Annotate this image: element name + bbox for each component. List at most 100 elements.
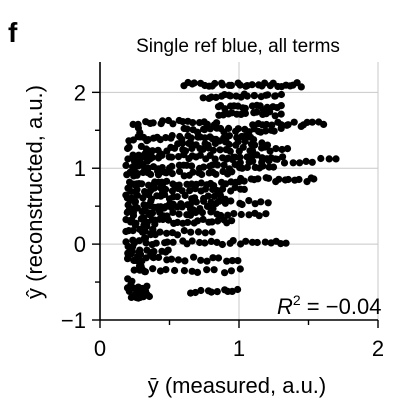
data-point (271, 128, 278, 135)
data-point (151, 178, 158, 185)
data-point (270, 164, 277, 171)
data-point (275, 176, 282, 183)
data-point (160, 212, 167, 219)
data-point (245, 197, 252, 204)
data-point (138, 257, 145, 264)
data-point (165, 247, 172, 254)
data-point (162, 266, 169, 273)
data-point (284, 145, 291, 152)
data-point (149, 154, 156, 161)
data-point (216, 198, 223, 205)
data-point (129, 237, 136, 244)
data-point (209, 228, 216, 235)
data-point (227, 197, 234, 204)
data-point (156, 229, 163, 236)
data-point (212, 171, 219, 178)
data-point (129, 243, 136, 250)
data-point (298, 83, 305, 90)
data-point (278, 111, 285, 118)
data-point (317, 155, 324, 162)
data-point (145, 191, 152, 198)
y-tick-label: 1 (74, 156, 86, 181)
data-point (202, 186, 209, 193)
data-point (242, 110, 249, 117)
data-point (239, 201, 246, 208)
data-point (278, 91, 285, 98)
data-point (332, 155, 339, 162)
data-point (242, 238, 249, 245)
data-point (272, 92, 279, 99)
data-point (274, 156, 281, 163)
data-point (272, 145, 279, 152)
data-point (310, 175, 317, 182)
data-point (132, 199, 139, 206)
data-point (197, 287, 204, 294)
data-point (174, 231, 181, 238)
data-point (320, 121, 327, 128)
data-point (141, 235, 148, 242)
data-point (140, 169, 147, 176)
data-point (303, 158, 310, 165)
data-point (125, 227, 132, 234)
data-point (193, 198, 200, 205)
data-point (236, 178, 243, 185)
data-point (124, 209, 131, 216)
data-point (259, 163, 266, 170)
data-point (278, 102, 285, 109)
data-point (181, 227, 188, 234)
x-tick-label: 1 (233, 336, 245, 361)
data-point (195, 228, 202, 235)
data-point (309, 159, 316, 166)
data-point (157, 150, 164, 157)
data-point (155, 171, 162, 178)
data-point (262, 210, 269, 217)
data-point (181, 267, 188, 274)
data-point (230, 237, 237, 244)
data-point (139, 266, 146, 273)
data-point (159, 189, 166, 196)
data-point (290, 159, 297, 166)
data-point (149, 265, 156, 272)
data-point (157, 203, 164, 210)
data-point (235, 125, 242, 132)
x-tick-label: 2 (372, 336, 384, 361)
data-point (182, 192, 189, 199)
data-point (131, 285, 138, 292)
data-point (241, 186, 248, 193)
data-point (124, 145, 131, 152)
data-point (244, 93, 251, 100)
data-point (282, 240, 289, 247)
panel-label: f (8, 17, 18, 48)
data-point (139, 215, 146, 222)
data-point (137, 133, 144, 140)
data-point (198, 171, 205, 178)
r-value: = −0.04 (301, 294, 382, 319)
data-point (211, 266, 218, 273)
data-point (192, 209, 199, 216)
data-point (249, 158, 256, 165)
data-point (159, 181, 166, 188)
data-point (201, 239, 208, 246)
data-point (207, 125, 214, 132)
data-point (202, 229, 209, 236)
data-point (214, 161, 221, 168)
data-point (168, 154, 175, 161)
data-point (169, 120, 176, 127)
data-point (169, 170, 176, 177)
data-point (143, 137, 150, 144)
data-point (199, 209, 206, 216)
data-point (191, 79, 198, 86)
r-symbol: R (277, 294, 293, 319)
data-point (176, 211, 183, 218)
data-point (135, 251, 142, 258)
data-point (215, 254, 222, 261)
data-point (254, 175, 261, 182)
data-point (226, 132, 233, 139)
data-point (219, 241, 226, 248)
data-points (122, 79, 339, 302)
data-point (131, 156, 138, 163)
y-tick-label: −1 (61, 308, 86, 333)
data-point (227, 148, 234, 155)
data-point (228, 267, 235, 274)
data-point (265, 175, 272, 182)
